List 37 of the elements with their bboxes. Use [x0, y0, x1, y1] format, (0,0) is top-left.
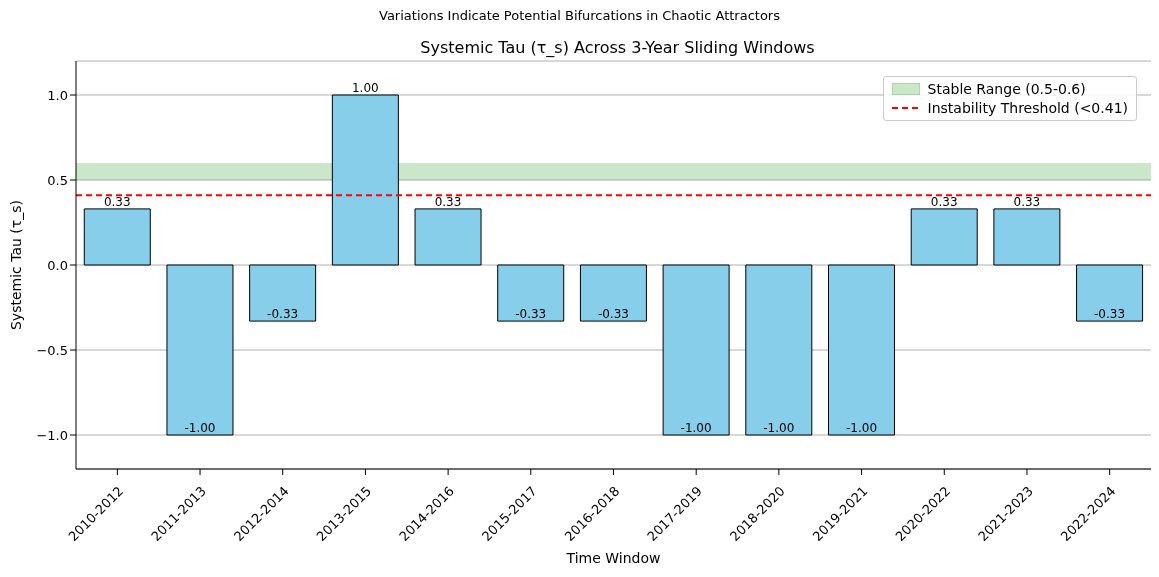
data-label: -0.33 — [1094, 307, 1126, 322]
bar — [83, 208, 151, 266]
legend-label: Instability Threshold (<0.41) — [927, 100, 1128, 116]
legend-label: Stable Range (0.5-0.6) — [927, 81, 1086, 97]
data-label: -1.00 — [845, 421, 878, 435]
data-label: 1.00 — [351, 81, 379, 95]
bar — [331, 94, 399, 266]
bar — [1076, 264, 1144, 322]
data-label: 0.33 — [434, 194, 462, 209]
data-label: -0.33 — [515, 307, 547, 322]
y-axis-title: Systemic Tau (τ_s) — [7, 199, 24, 331]
data-label: 0.33 — [103, 194, 131, 209]
y-tick-label: 0.0 — [47, 257, 68, 273]
bar — [579, 264, 647, 322]
bar — [910, 208, 978, 266]
data-label: -0.33 — [597, 307, 629, 322]
data-label: -0.33 — [267, 307, 299, 322]
bar — [166, 264, 234, 436]
y-tick-label: −1.0 — [36, 427, 68, 443]
data-label: -1.00 — [763, 421, 795, 435]
y-tick-label: 0.5 — [47, 172, 68, 188]
chart-subtitle: Variations Indicate Potential Bifurcations in Chaotic Attractors — [378, 8, 781, 23]
chart-title: Systemic Tau (τ_s) Across 3-Year Sliding Windows — [419, 38, 816, 57]
bar — [745, 264, 813, 436]
data-label: -1.00 — [680, 421, 712, 435]
bar — [993, 208, 1061, 266]
bar — [662, 264, 730, 436]
bar — [249, 264, 317, 322]
bar — [414, 208, 482, 266]
bar — [497, 264, 565, 322]
data-label: 0.33 — [930, 194, 958, 209]
data-label: -1.00 — [184, 421, 216, 435]
bar — [828, 264, 895, 436]
y-tick-label: 1.0 — [47, 87, 68, 103]
x-axis-title: Time Window — [565, 550, 661, 566]
y-tick-label: −0.5 — [36, 342, 68, 358]
data-label: 0.33 — [1013, 194, 1041, 209]
